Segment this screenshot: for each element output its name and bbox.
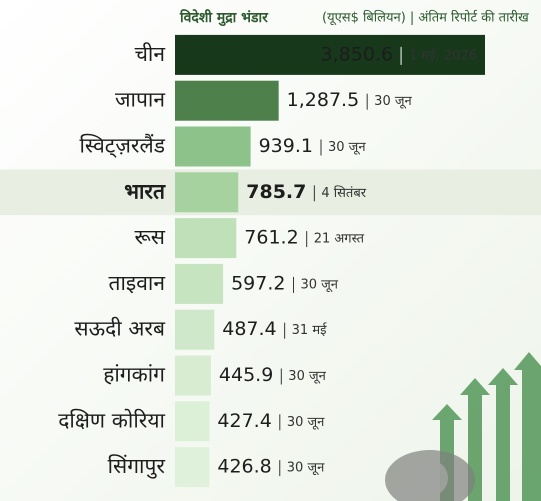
bar — [175, 126, 251, 167]
value-label: 1,287.5 — [287, 89, 360, 111]
bar — [175, 34, 485, 75]
bar — [175, 447, 210, 488]
value-label: 785.7 — [246, 181, 306, 203]
value-label: 445.9 — [219, 364, 273, 386]
value-label: 761.2 — [244, 227, 298, 249]
value-label: 3,850.6 — [321, 43, 394, 65]
value-label: 597.2 — [231, 272, 285, 294]
date-label: 30 जून — [374, 94, 412, 109]
date-label: 30 जून — [287, 461, 325, 476]
category-label: चीन — [135, 42, 166, 66]
date-label: 31 मई — [292, 322, 328, 338]
highlight-band — [0, 169, 541, 216]
value-label: 426.8 — [217, 456, 271, 478]
bar — [175, 355, 211, 396]
category-label: जापान — [115, 88, 165, 112]
date-label: 30 जून — [287, 415, 325, 430]
category-label: सऊदी अरब — [74, 317, 166, 341]
chart-subtitle: (यूएस$ बिलियन) | अंतिम रिपोर्ट की तारीख — [322, 10, 529, 26]
category-label: रूस — [134, 225, 165, 249]
date-label: 30 जून — [288, 369, 326, 384]
category-label: स्विट्ज़रलैंड — [79, 134, 165, 159]
value-label: 427.4 — [217, 410, 271, 432]
category-label: सिंगापुर — [108, 454, 166, 479]
bar — [175, 309, 215, 350]
category-label: ताइवान — [109, 271, 166, 295]
value-label: 939.1 — [259, 135, 313, 157]
category-label: हांगकांग — [103, 363, 166, 387]
bar — [175, 218, 237, 259]
date-label: 4 सितंबर — [321, 185, 366, 201]
date-label: 30 जून — [328, 140, 366, 155]
category-label: भारत — [124, 179, 166, 203]
bar — [175, 80, 279, 121]
bar — [175, 401, 210, 442]
category-label: दक्षिण कोरिया — [58, 408, 165, 432]
bar — [175, 263, 224, 304]
date-label: 21 अगस्त — [314, 232, 365, 247]
decoration — [385, 352, 541, 501]
value-label: 487.4 — [222, 318, 276, 340]
bar — [175, 172, 239, 213]
chart-title: विदेशी मुद्रा भंडार — [179, 9, 269, 27]
date-label: 1 मई, 2026 — [409, 47, 477, 63]
date-label: 30 जून — [300, 277, 338, 292]
